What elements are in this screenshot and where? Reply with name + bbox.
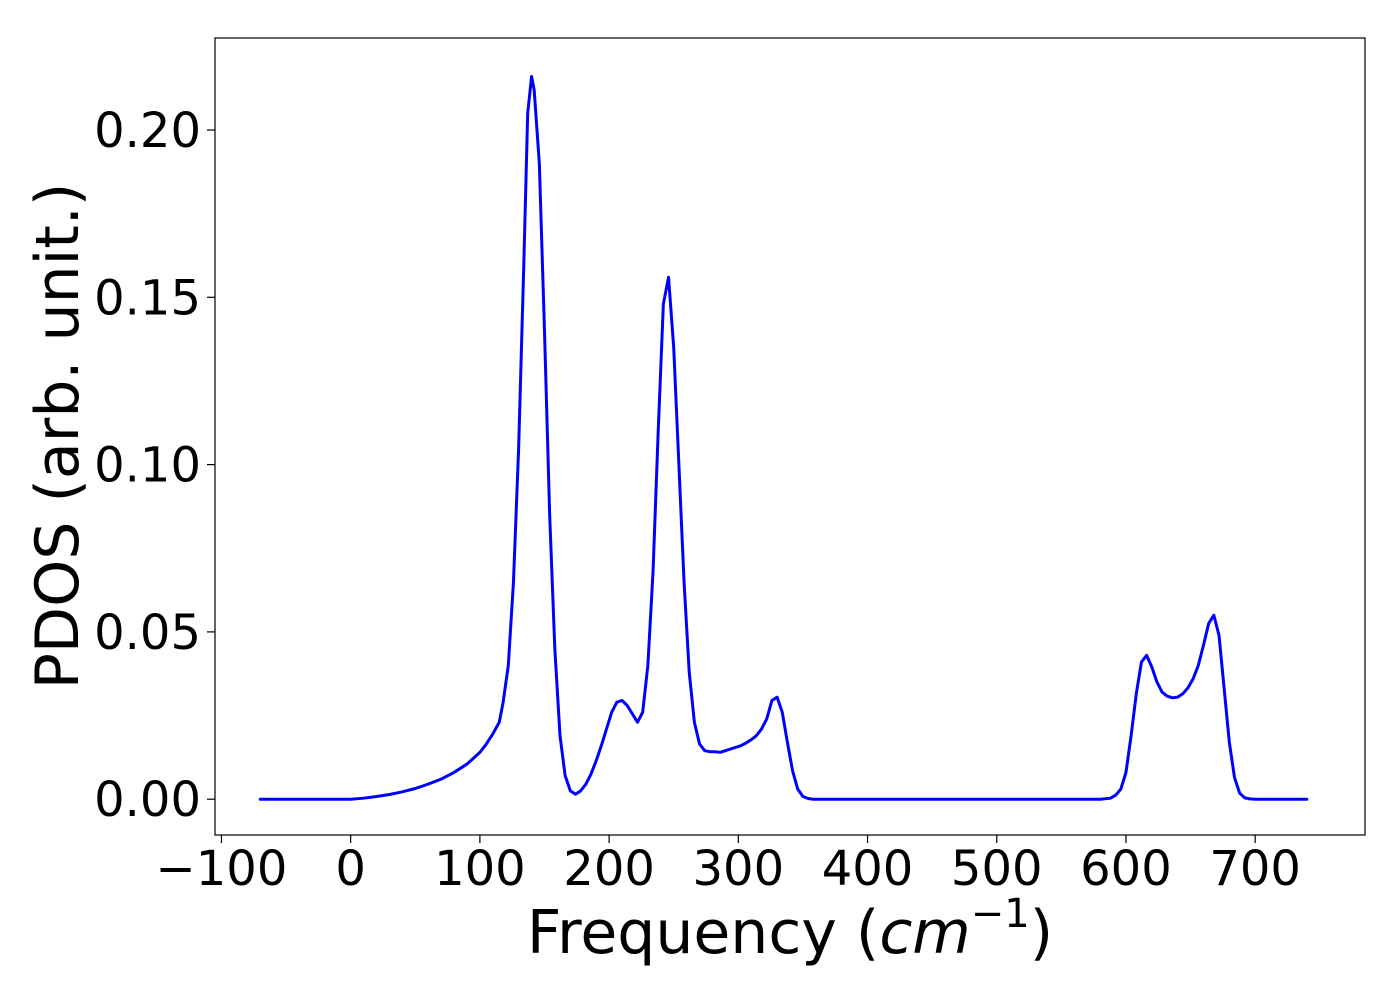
x-tick-label: 100 [434, 841, 526, 897]
y-axis: 0.00 0.05 0.10 0.15 0.20 [94, 103, 215, 828]
y-tick-label: 0.10 [94, 438, 201, 494]
x-tick-label: 0 [335, 841, 366, 897]
y-tick-label: 0.20 [94, 103, 201, 159]
x-tick-label: 400 [822, 841, 914, 897]
x-tick-label: 200 [563, 841, 655, 897]
pdos-line [258, 74, 1309, 801]
x-tick-label: 300 [693, 841, 785, 897]
x-tick-label: 600 [1080, 841, 1172, 897]
x-tick-label: 500 [951, 841, 1043, 897]
y-tick-label: 0.05 [94, 605, 201, 661]
x-tick-label: 700 [1209, 841, 1301, 897]
x-axis-label: Frequency (cm−1) [527, 891, 1053, 968]
y-tick-label: 0.00 [94, 772, 201, 828]
x-axis: −100 0 100 200 300 400 500 600 700 [156, 835, 1301, 897]
plot-area-frame [214, 37, 1366, 836]
y-axis-label: PDOS (arb. unit.) [23, 183, 93, 690]
x-tick-label: −100 [156, 841, 288, 897]
y-tick-label: 0.15 [94, 270, 201, 326]
